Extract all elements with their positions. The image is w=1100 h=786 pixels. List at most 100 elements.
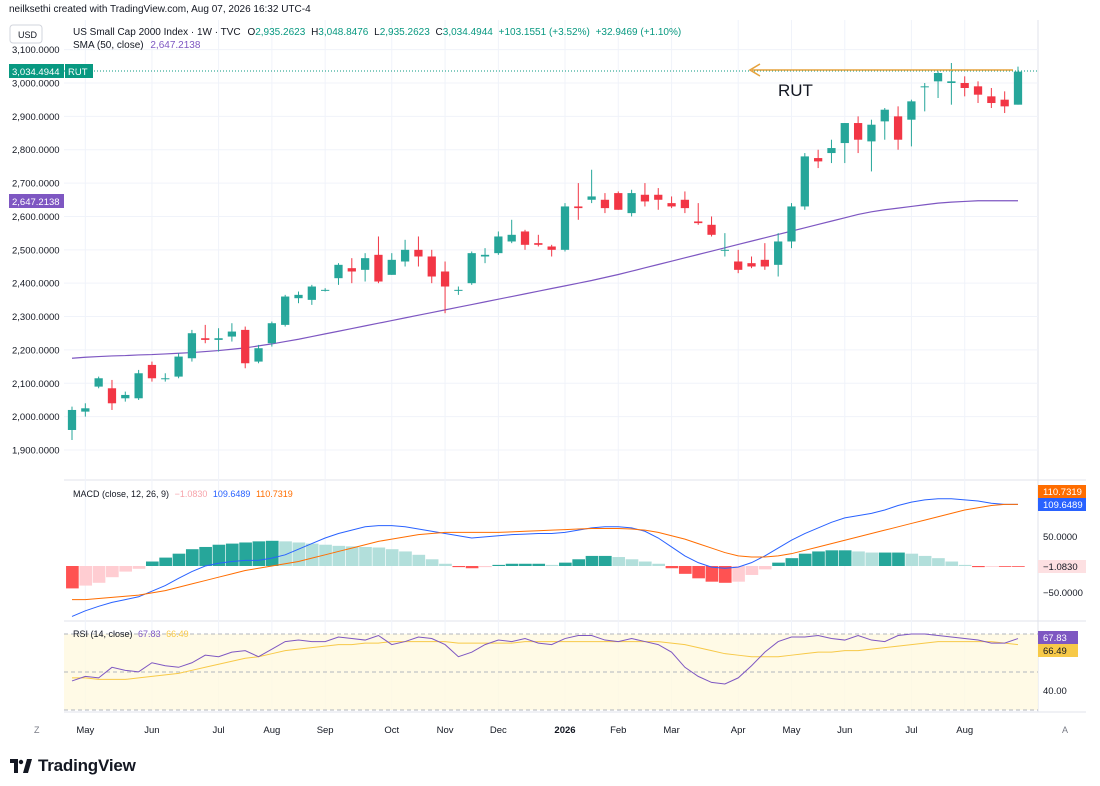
- candle: [134, 369, 143, 400]
- macd-histogram-bar: [479, 566, 492, 568]
- candle: [574, 183, 583, 220]
- macd-histogram-bar: [239, 542, 252, 566]
- candle-body: [507, 234, 516, 242]
- candle: [640, 183, 650, 207]
- candle-body: [560, 206, 570, 250]
- macd-histogram-bar: [519, 563, 532, 566]
- currency-box[interactable]: [9, 24, 43, 44]
- macd-histogram-bar: [612, 557, 625, 566]
- macd-line-badge: [1038, 498, 1086, 511]
- macd-histogram-bar: [532, 563, 546, 566]
- x-tick-label: Apr: [731, 725, 746, 736]
- candle-body: [81, 408, 90, 412]
- timezone-button[interactable]: Z: [34, 725, 40, 735]
- tradingview-logo[interactable]: TradingView: [10, 756, 136, 776]
- macd-histogram-bar: [225, 543, 239, 566]
- candle: [867, 119, 876, 172]
- macd-histogram-bar: [319, 544, 332, 566]
- macd-histogram-bar: [718, 566, 732, 583]
- candle: [747, 256, 756, 269]
- sma-legend-label: SMA (50, close): [73, 40, 144, 51]
- candle-body: [427, 256, 436, 277]
- macd-histogram-bar: [199, 546, 212, 566]
- open-label: O: [247, 27, 255, 38]
- x-tick-label: Feb: [610, 725, 626, 736]
- y-tick-label: 2,100.0000: [12, 379, 60, 390]
- candle-body: [547, 246, 556, 250]
- macd-histogram-bar: [212, 544, 226, 566]
- x-tick-label: Jun: [837, 725, 852, 736]
- candle-body: [627, 193, 636, 214]
- rsi-badge: [1038, 631, 1078, 644]
- candle: [267, 321, 276, 347]
- candle-body: [853, 123, 863, 140]
- candle-body: [467, 253, 476, 284]
- chart-credit: neilksethi created with TradingView.com,…: [9, 4, 311, 15]
- macd-histogram-bar: [852, 551, 865, 566]
- macd-histogram-bar: [878, 552, 892, 566]
- sma-badge-text: 2,647.2138: [12, 197, 60, 208]
- candle-body: [774, 241, 783, 265]
- candle-body: [227, 331, 237, 337]
- macd-histogram-bar: [92, 566, 106, 583]
- candle: [1000, 91, 1009, 114]
- candle-body: [933, 72, 943, 82]
- candle: [853, 116, 863, 154]
- candle-body: [1000, 99, 1009, 107]
- sma-legend: SMA (50, close) 2,647.2138: [73, 40, 201, 51]
- candle: [321, 288, 330, 292]
- macd-signal-line: [72, 503, 1018, 601]
- y-tick-label: 2,800.0000: [12, 145, 60, 156]
- y-tick-label: 3,100.0000: [12, 45, 60, 56]
- macd-histogram-bar: [972, 566, 985, 568]
- candle: [414, 236, 423, 267]
- candle: [907, 99, 916, 147]
- rsi-legend-value: 67.83: [138, 629, 161, 639]
- macd-histogram-bar: [132, 566, 146, 569]
- candle-body: [907, 101, 916, 120]
- candle: [933, 71, 943, 99]
- candle-body: [254, 348, 263, 362]
- candle-body: [454, 289, 463, 291]
- candle-body: [147, 364, 157, 379]
- autoscale-button[interactable]: A: [1062, 725, 1068, 735]
- candle-body: [600, 199, 610, 209]
- macd-histogram-bar: [892, 552, 905, 566]
- macd-histogram-bar: [865, 552, 879, 566]
- candle: [294, 291, 303, 304]
- candle-body: [840, 123, 849, 144]
- candle: [734, 249, 743, 274]
- x-tick-label: May: [783, 725, 801, 736]
- candle-body: [387, 259, 396, 275]
- candle-body: [520, 231, 530, 245]
- x-tick-label: Aug: [263, 725, 280, 736]
- candle-body: [161, 378, 170, 380]
- macd-histogram-bar: [545, 564, 559, 566]
- candle-body: [987, 96, 996, 104]
- rsi-badge-text: 67.83: [1043, 633, 1067, 644]
- x-tick-label: Oct: [384, 725, 399, 736]
- macd-histogram-bar: [106, 566, 119, 578]
- y-tick-label: 2,300.0000: [12, 312, 60, 323]
- macd-histogram-bar: [932, 558, 945, 566]
- macd-histogram-bar: [905, 553, 919, 566]
- candle-body: [307, 286, 316, 300]
- rsi-axis-40: 40.00: [1043, 686, 1067, 697]
- macd-histogram-bar: [585, 555, 599, 566]
- candle-body: [960, 83, 969, 89]
- candle: [893, 106, 903, 150]
- candle: [201, 324, 210, 344]
- candle-body: [440, 271, 450, 287]
- candle-body: [334, 264, 343, 279]
- candle-body: [720, 249, 730, 251]
- sma-badge: [9, 194, 64, 208]
- macd-histogram-bar: [572, 559, 586, 566]
- candle-body: [694, 221, 703, 224]
- candle: [707, 216, 716, 237]
- high-value: 3,048.8476: [318, 27, 368, 38]
- macd-histogram-bar: [385, 549, 399, 566]
- candle-body: [174, 356, 183, 377]
- candle: [587, 169, 596, 204]
- macd-hist-badge-text: −1.0830: [1043, 562, 1078, 573]
